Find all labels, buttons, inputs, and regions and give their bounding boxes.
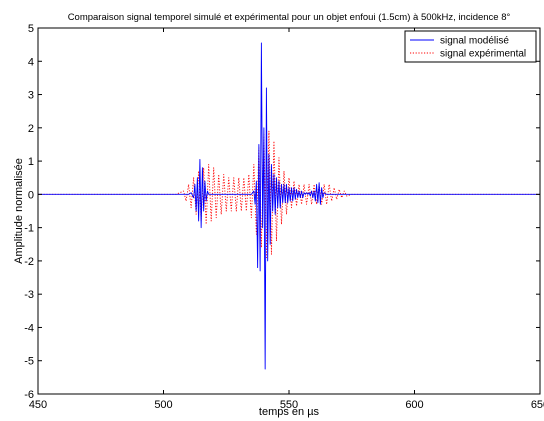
legend-label-signal-experimental: signal expérimental [440,49,526,60]
legend-label-signal-modelise: signal modélisé [440,36,509,47]
y-tick-label: -5 [24,356,34,368]
y-tick-label: 5 [28,23,34,35]
series-layer [38,42,540,370]
legend-box [404,30,537,63]
y-tick-label: -4 [24,322,34,334]
y-tick-label: 0 [28,189,34,201]
x-tick-label: 500 [154,399,172,411]
y-tick-label: 2 [28,123,34,135]
y-tick-label: -6 [24,389,34,401]
y-axis-label: Amplitude normalisée [13,158,25,264]
x-tick-label: 450 [29,399,47,411]
series-line-signal-modelise [38,42,540,370]
y-tick-label: 1 [28,156,34,168]
x-tick-label: 550 [280,399,298,411]
y-tick-label: 4 [28,56,34,68]
y-tick-label: -3 [24,289,34,301]
x-axis: 450 500 550 600 650 [29,28,544,411]
y-axis: -6 -5 -4 -3 -2 -1 0 1 2 3 4 5 [24,23,540,401]
chart-title: Comparaison signal temporel simulé et ex… [68,12,511,23]
x-tick-label: 600 [405,399,423,411]
x-axis-label: temps en µs [259,406,320,418]
y-tick-label: 3 [28,90,34,102]
y-tick-label: -2 [24,256,34,268]
legend: signal modélisé signal expérimental [404,30,537,63]
y-tick-label: -1 [24,223,34,235]
x-tick-label: 650 [531,399,544,411]
plot-area [38,28,540,394]
